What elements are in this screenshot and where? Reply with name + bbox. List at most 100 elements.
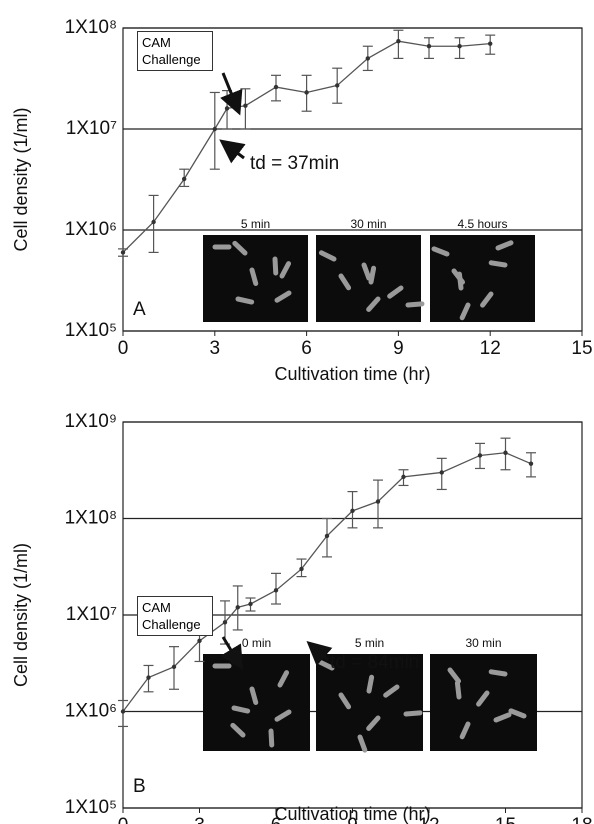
data-point <box>299 566 304 572</box>
data-point <box>304 90 309 95</box>
cell <box>488 669 508 677</box>
cell <box>480 291 494 308</box>
cell <box>493 712 512 723</box>
data-point <box>120 709 126 714</box>
cell <box>431 246 450 257</box>
cell <box>405 301 425 308</box>
x-axis-label: Cultivation time (hr) <box>274 804 430 824</box>
x-tick-label: 12 <box>480 338 501 359</box>
callout-text: CAM Challenge <box>137 31 213 71</box>
x-tick-label: 15 <box>571 338 592 359</box>
y-tick-label: 1X10⁶ <box>65 219 117 240</box>
y-tick-label: 1X10⁶ <box>65 701 117 722</box>
cell <box>361 262 372 281</box>
data-point <box>503 450 508 455</box>
cell <box>403 710 423 717</box>
image-caption: 30 min <box>350 217 386 231</box>
cell <box>459 302 471 321</box>
x-tick-label: 15 <box>495 815 516 824</box>
image-caption: 30 min <box>465 636 501 650</box>
image-caption: 4.5 hours <box>457 217 507 231</box>
panel-letter: A <box>133 299 146 320</box>
cell <box>383 684 400 698</box>
cell <box>231 705 251 714</box>
data-point <box>151 219 156 225</box>
callout-text: CAM Challenge <box>137 596 213 636</box>
cell <box>230 722 246 738</box>
micrograph <box>430 654 537 751</box>
data-point <box>528 461 534 466</box>
cell <box>277 670 290 688</box>
cell <box>368 265 377 285</box>
arrow <box>220 72 243 116</box>
data-point <box>477 453 483 458</box>
cell <box>272 256 279 276</box>
micrograph <box>316 654 423 751</box>
data-point <box>488 41 493 46</box>
cell <box>366 715 381 731</box>
data-point <box>235 605 240 610</box>
data-point <box>212 126 217 132</box>
image-caption: 0 min <box>242 636 271 650</box>
error-bar <box>393 29 404 60</box>
cell <box>318 250 337 262</box>
data-point <box>243 103 248 108</box>
x-tick-label: 12 <box>418 815 439 824</box>
cell <box>508 708 527 719</box>
data-point <box>439 470 444 475</box>
cell <box>338 273 352 291</box>
data-point <box>273 84 279 90</box>
y-tick-label: 1X10⁷ <box>66 604 117 625</box>
cell <box>454 680 462 700</box>
x-tick-label: 6 <box>301 338 312 359</box>
data-point <box>457 44 462 49</box>
cell <box>268 728 275 748</box>
data-point <box>350 508 355 514</box>
doubling-time: td = 37min <box>250 153 339 174</box>
data-point <box>375 499 381 504</box>
y-axis-label: Cell density (1/ml) <box>11 543 31 687</box>
x-tick-label: 18 <box>571 815 592 824</box>
data-point <box>335 83 340 88</box>
data-point <box>273 588 279 593</box>
cell <box>232 240 248 256</box>
image-caption: 5 min <box>241 217 270 231</box>
y-tick-label: 1X10⁸ <box>65 508 117 529</box>
x-tick-label: 0 <box>118 338 129 359</box>
panel-letter: B <box>133 776 146 797</box>
cell <box>338 692 352 710</box>
cell <box>488 260 508 268</box>
data-point <box>324 533 330 539</box>
error-bar <box>240 88 251 130</box>
cell <box>447 667 462 684</box>
cell <box>476 690 490 707</box>
arrow <box>219 139 246 164</box>
y-axis-label: Cell density (1/ml) <box>11 107 31 251</box>
data-point <box>222 620 228 625</box>
cell <box>249 267 259 286</box>
cell <box>274 709 292 722</box>
data-point <box>146 675 151 680</box>
x-axis-label: Cultivation time (hr) <box>274 364 430 384</box>
micrograph <box>430 235 535 322</box>
y-tick-label: 1X10⁷ <box>66 118 117 139</box>
cell <box>459 721 471 740</box>
x-tick-label: 9 <box>347 815 358 824</box>
arrow <box>220 636 244 671</box>
data-point <box>197 638 202 644</box>
image-caption: 5 min <box>355 636 384 650</box>
callout-box: CAM Challenge <box>137 31 213 71</box>
data-line <box>122 40 491 253</box>
data-point <box>120 250 126 255</box>
arrow <box>306 641 333 666</box>
cell <box>495 240 514 251</box>
cell <box>279 261 292 279</box>
y-tick-label: 1X10⁹ <box>64 411 117 432</box>
cell <box>387 285 404 299</box>
data-point <box>426 44 432 49</box>
x-tick-label: 3 <box>194 815 205 824</box>
y-tick-label: 1X10⁸ <box>65 17 117 38</box>
data-point <box>365 56 370 61</box>
error-bar <box>373 479 383 529</box>
